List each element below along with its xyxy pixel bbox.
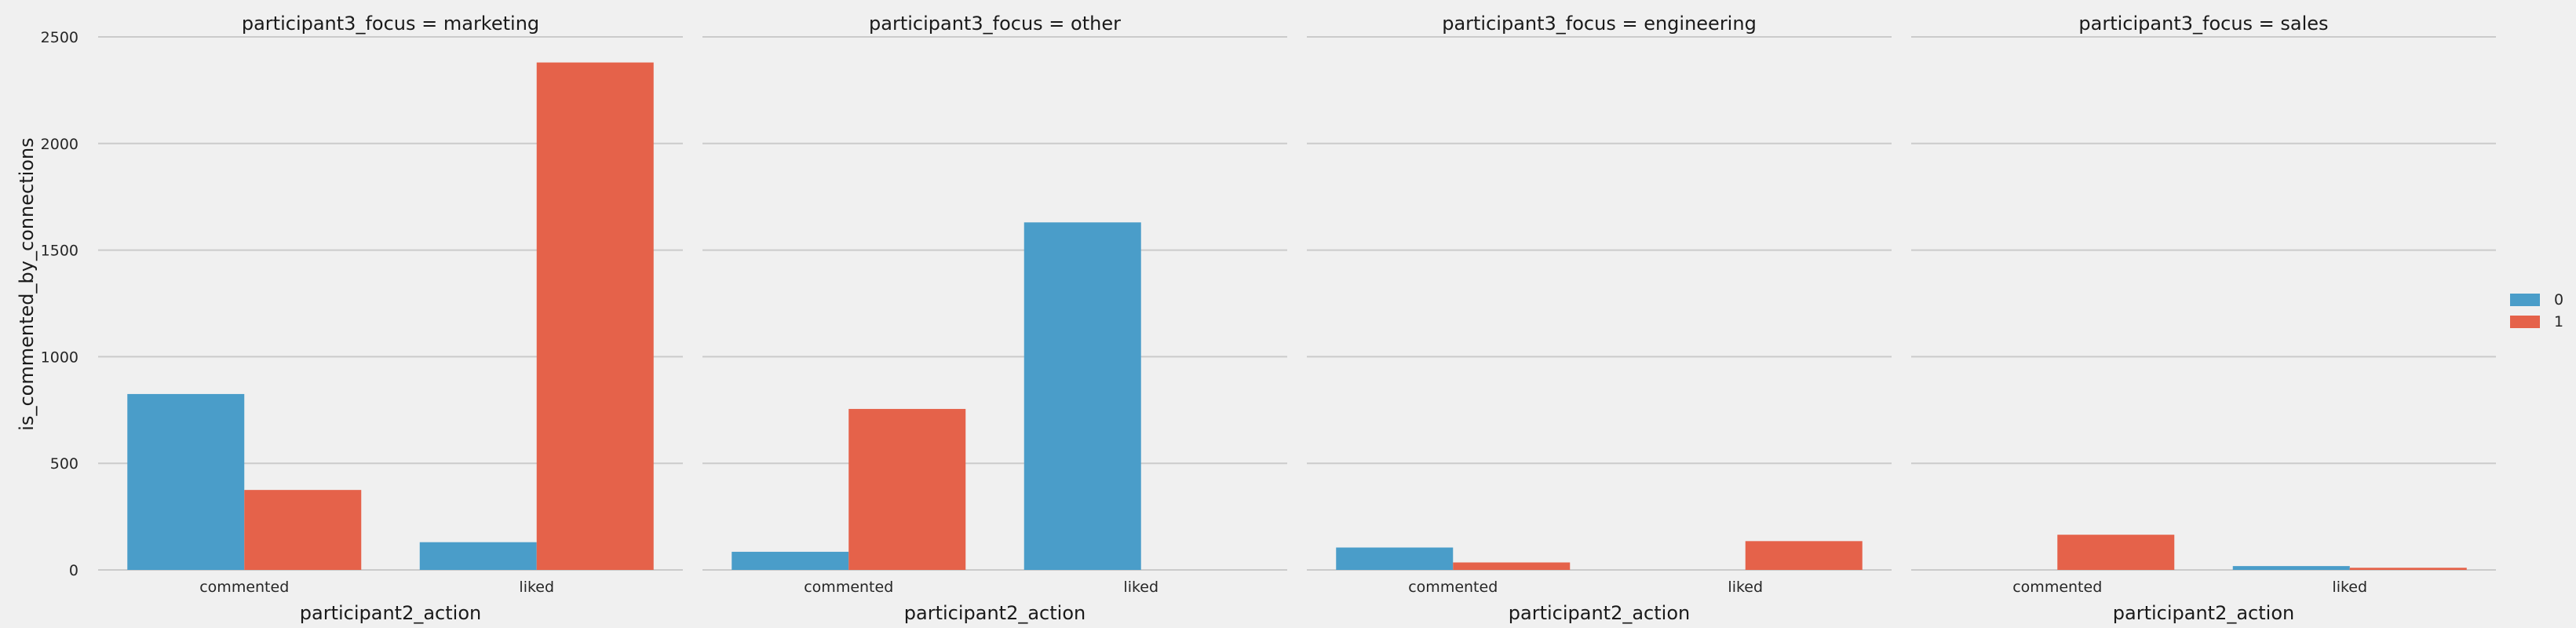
bar [2349, 568, 2467, 570]
x-axis-label: participant2_action [1509, 602, 1690, 624]
legend: 01 [2510, 291, 2563, 330]
y-tick-label: 2500 [41, 29, 78, 46]
x-tick-label: commented [2012, 579, 2102, 596]
x-tick-label: liked [2332, 579, 2367, 596]
y-tick-label: 0 [69, 562, 78, 579]
legend-label: 1 [2554, 313, 2563, 330]
x-axis-label: participant2_action [904, 602, 1085, 624]
x-tick-label: commented [1408, 579, 1498, 596]
bar [1336, 547, 1454, 570]
legend-label: 0 [2554, 291, 2563, 309]
facet-panel: participant3_focus = sales commented liked… [1911, 13, 2496, 624]
bar [1453, 562, 1571, 570]
facets: 0 500 1000 1500 2000 2500 participant3_focus =… [41, 13, 2496, 624]
bar [1023, 222, 1141, 570]
facet-title: participant3_focus = sales [2078, 13, 2328, 35]
bar [732, 551, 849, 570]
facet-title: participant3_focus = marketing [242, 13, 539, 35]
bar [244, 490, 362, 570]
y-tick-label: 500 [50, 455, 78, 473]
x-axis-label: participant2_action [300, 602, 481, 624]
y-axis-title-layer: is_commented_by_connections [16, 137, 38, 430]
bar [1745, 541, 1863, 570]
bar [2232, 566, 2350, 570]
bar [848, 408, 966, 570]
bar [536, 62, 654, 571]
y-axis-label: is_commented_by_connections [16, 137, 38, 430]
bar [127, 393, 245, 570]
bar [2057, 535, 2175, 570]
facet-title: participant3_focus = other [869, 13, 1121, 35]
facet-panel: participant3_focus = engineering commente… [1307, 13, 1892, 624]
y-tick-label: 1500 [41, 243, 78, 260]
facet-title: participant3_focus = engineering [1442, 13, 1757, 35]
legend-swatch [2510, 294, 2540, 306]
y-tick-label: 2000 [41, 136, 78, 153]
bar [419, 542, 537, 570]
x-tick-label: liked [1123, 579, 1158, 596]
x-tick-label: commented [199, 579, 289, 596]
x-tick-label: commented [804, 579, 893, 596]
facet-panel: 0 500 1000 1500 2000 2500 participant3_focus =… [41, 13, 683, 624]
x-tick-label: liked [519, 579, 554, 596]
x-tick-label: liked [1728, 579, 1763, 596]
legend-swatch [2510, 316, 2540, 328]
x-axis-label: participant2_action [2113, 602, 2294, 624]
facet-panel: participant3_focus = other commented liked… [702, 13, 1287, 624]
y-tick-label: 1000 [41, 349, 78, 366]
